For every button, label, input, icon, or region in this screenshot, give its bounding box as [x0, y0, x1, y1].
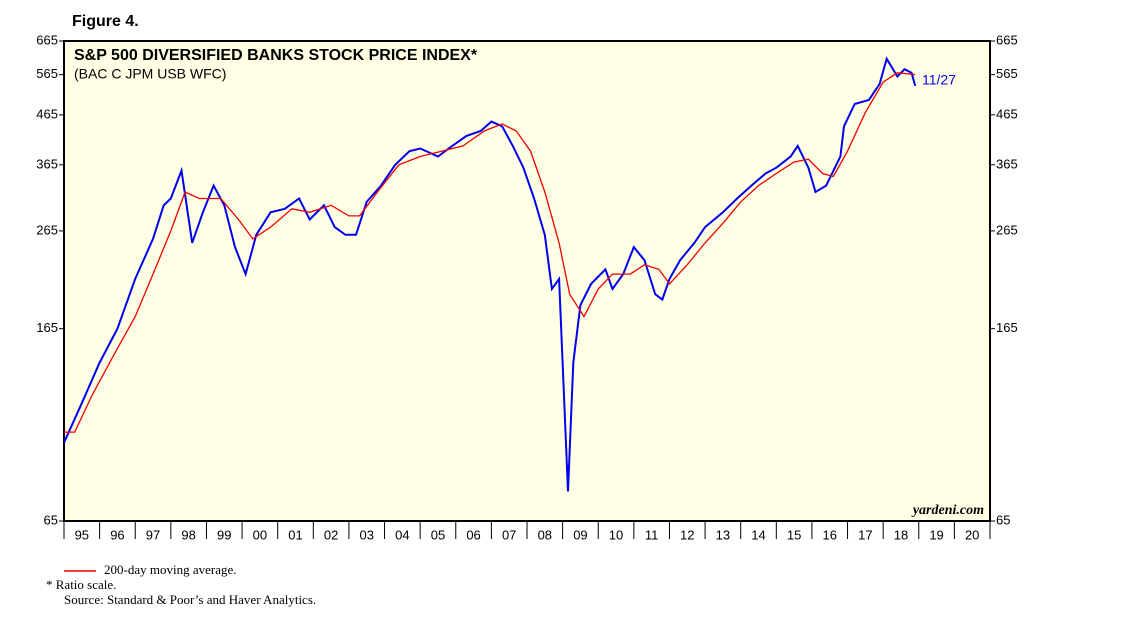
series-line [63, 56, 917, 492]
x-tick-label: 18 [894, 527, 908, 542]
y-tick-label: 65 [44, 512, 58, 527]
y2-tick-label: 465 [996, 106, 1018, 121]
x-tick-label: 19 [929, 527, 943, 542]
x-tick-label: 01 [288, 527, 302, 542]
y-tick-label: 165 [36, 320, 58, 335]
x-tick-label: 15 [787, 527, 801, 542]
y2-tick-label: 665 [996, 32, 1018, 47]
x-tick-label: 03 [359, 527, 373, 542]
x-tick-label: 97 [146, 527, 160, 542]
x-tick-label: 98 [181, 527, 195, 542]
x-tick-label: 13 [716, 527, 730, 542]
x-tick-label: 00 [253, 527, 267, 542]
x-tick-label: 11 [645, 527, 659, 542]
x-tick-label: 99 [217, 527, 231, 542]
annotation: 11/27 [922, 72, 956, 88]
x-tick-label: 08 [538, 527, 552, 542]
x-tick-label: 14 [751, 527, 765, 542]
x-tick-label: 12 [680, 527, 694, 542]
y2-tick-label: 165 [996, 320, 1018, 335]
x-tick-label: 95 [75, 527, 89, 542]
series-line [64, 72, 916, 433]
y-tick-label: 465 [36, 106, 58, 121]
x-tick-label: 20 [965, 527, 979, 542]
x-tick-label: 10 [609, 527, 623, 542]
legend-label: 200-day moving average. [104, 562, 236, 577]
y2-tick-label: 265 [996, 222, 1018, 237]
chart-title: S&P 500 DIVERSIFIED BANKS STOCK PRICE IN… [74, 47, 478, 64]
figure-label: Figure 4. [72, 13, 139, 30]
x-tick-label: 09 [573, 527, 587, 542]
y2-tick-label: 365 [996, 156, 1018, 171]
x-tick-label: 07 [502, 527, 516, 542]
plot-area [63, 40, 991, 522]
note: Source: Standard & Poor’s and Haver Anal… [64, 592, 316, 607]
watermark: yardeni.com [911, 503, 984, 518]
y2-tick-label: 65 [996, 512, 1010, 527]
x-tick-label: 02 [324, 527, 338, 542]
x-tick-label: 04 [395, 527, 409, 542]
x-tick-label: 06 [466, 527, 480, 542]
chart-subtitle: (BAC C JPM USB WFC) [74, 66, 226, 82]
y2-tick-label: 565 [996, 66, 1018, 81]
y-tick-label: 265 [36, 222, 58, 237]
note: * Ratio scale. [46, 577, 116, 592]
y-tick-label: 665 [36, 32, 58, 47]
x-tick-label: 05 [431, 527, 445, 542]
x-tick-label: 17 [858, 527, 872, 542]
y-tick-label: 365 [36, 156, 58, 171]
x-tick-label: 16 [822, 527, 836, 542]
y-tick-label: 565 [36, 66, 58, 81]
x-tick-label: 96 [110, 527, 124, 542]
